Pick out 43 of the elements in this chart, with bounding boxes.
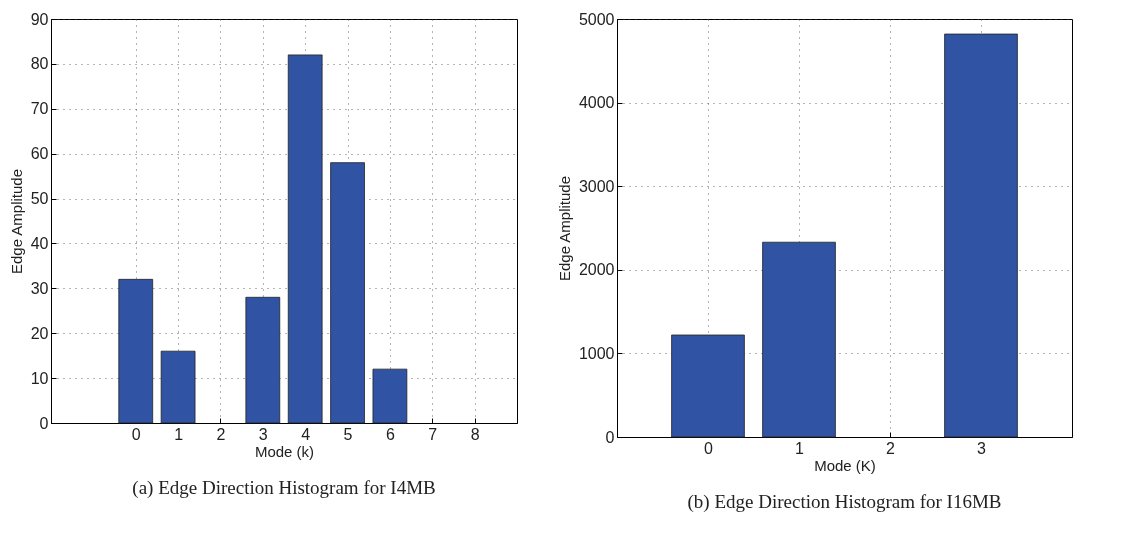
x-tick-label: 0 <box>131 425 141 443</box>
y-tick-label: 20 <box>30 324 49 342</box>
y-tick-label: 1000 <box>578 344 615 362</box>
y-tick-label: 90 <box>30 10 49 28</box>
text: (a) Edge Direction Histogram for I4MB <box>132 477 436 499</box>
y-tick-label: 30 <box>30 279 49 297</box>
y-tick-label: 4000 <box>578 94 615 112</box>
y-tick-label: 70 <box>30 100 49 118</box>
bar <box>160 350 196 424</box>
bar <box>245 296 281 424</box>
x-tick-label: 6 <box>385 425 395 443</box>
x-tick-label: 3 <box>977 439 987 457</box>
y-tick-label: 60 <box>30 145 49 163</box>
x-tick-label: 2 <box>886 439 896 457</box>
bar <box>118 278 154 424</box>
bar <box>372 368 408 424</box>
y-tick-label: 10 <box>30 369 49 387</box>
x-tick-label: 0 <box>704 439 714 457</box>
x-axis-title: Mode (k) <box>254 442 315 460</box>
y-tick-label: 40 <box>30 234 49 252</box>
bar <box>287 54 323 424</box>
y-tick-label: 2000 <box>578 261 615 279</box>
x-tick-label: 1 <box>174 425 184 443</box>
x-tick-label: 2 <box>216 425 226 443</box>
x-tick-label: 4 <box>301 425 311 443</box>
y-tick-label: 50 <box>30 190 49 208</box>
y-tick-label: 3000 <box>578 177 615 195</box>
x-tick-label: 7 <box>428 425 438 443</box>
y-axis-title: Edge Amplitude <box>555 175 573 282</box>
x-tick-label: 3 <box>258 425 268 443</box>
x-tick-label: 1 <box>795 439 805 457</box>
x-tick-label: 8 <box>470 425 480 443</box>
y-tick-label: 5000 <box>578 10 615 28</box>
y-axis-title: Edge Amplitude <box>7 168 25 275</box>
x-tick-label: 5 <box>343 425 353 443</box>
bar <box>671 334 745 438</box>
bar <box>944 33 1018 438</box>
bar <box>762 241 836 438</box>
x-axis-title: Mode (K) <box>814 456 876 474</box>
bar <box>330 162 365 424</box>
text: (b) Edge Direction Histogram for I16MB <box>687 491 1002 513</box>
y-tick-label: 0 <box>39 414 49 432</box>
y-tick-label: 80 <box>30 55 49 73</box>
